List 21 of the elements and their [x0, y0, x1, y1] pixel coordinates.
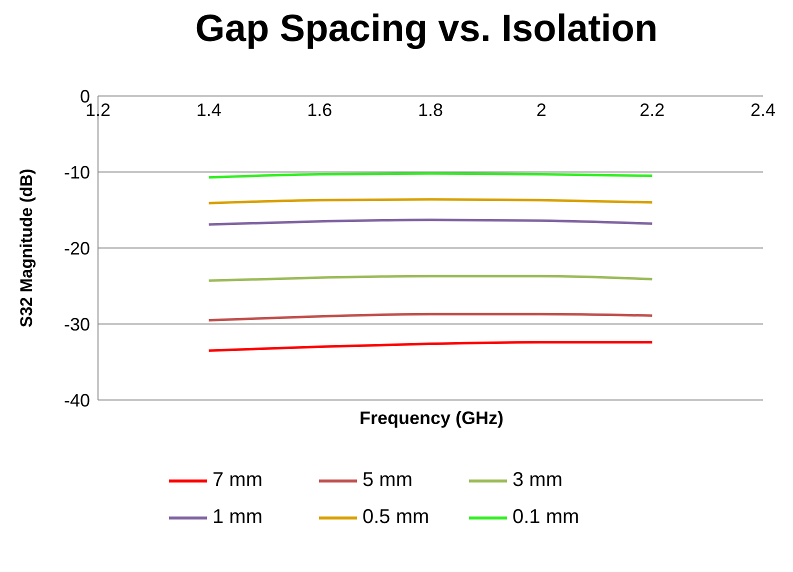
x-tick-label: 1.8: [418, 100, 444, 120]
x-tick-label: 2: [536, 100, 546, 120]
legend-label: 3 mm: [512, 469, 562, 492]
x-tick-label: 2.2: [640, 100, 665, 120]
chart-title: Gap Spacing vs. Isolation: [194, 8, 659, 52]
y-tick-label: -20: [64, 238, 90, 258]
y-tick-label: -40: [64, 390, 90, 410]
x-tick-label: 1.4: [196, 100, 222, 120]
x-axis-title: Frequency (GHz): [359, 408, 504, 428]
y-tick-label: -30: [64, 314, 90, 334]
y-tick-label: -10: [64, 162, 90, 182]
legend-label: 1 mm: [212, 506, 262, 529]
legend-label: 0.5 mm: [362, 506, 430, 529]
legend-label: 7 mm: [212, 469, 262, 492]
y-axis-title: S32 Magnitude (dB): [17, 168, 36, 328]
x-tick-label: 2.4: [750, 100, 776, 120]
legend-label: 0.1 mm: [512, 506, 580, 529]
legend-label: 5 mm: [362, 469, 412, 492]
line-series: [208, 312, 654, 322]
x-tick-label: 1.6: [307, 100, 332, 120]
line-series: [208, 340, 654, 352]
